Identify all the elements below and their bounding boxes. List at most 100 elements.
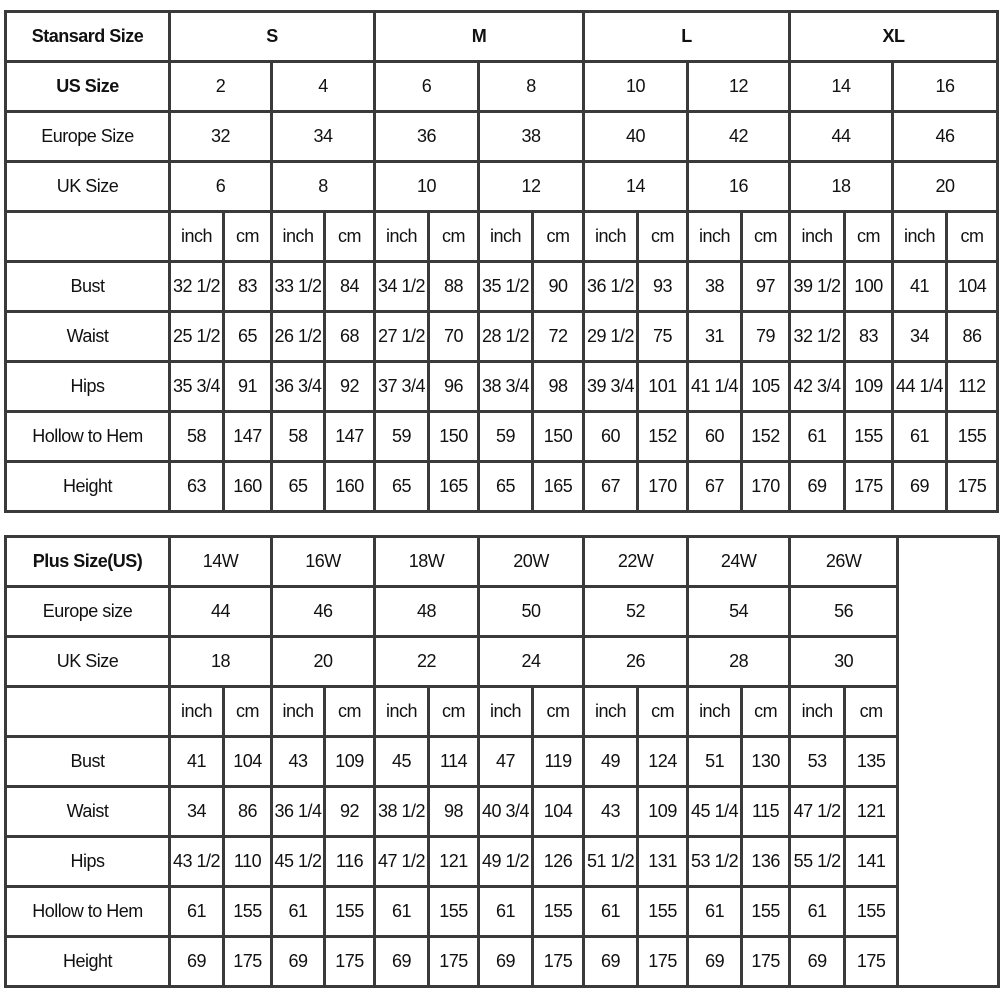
- measurement-cell: 40 3/4: [477, 785, 535, 838]
- measurement-cell: 44 1/4: [891, 360, 949, 413]
- measurement-cell: 51: [686, 735, 744, 788]
- measurement-cell: 32 1/2: [788, 310, 847, 363]
- standard-size-table: Stansard Size S M L XL US Size 2 4 6 8 10 12 14 16 Eur…: [4, 10, 1000, 513]
- measurement-cell: 28 1/2: [477, 310, 535, 363]
- measurement-cell: 175: [531, 935, 586, 988]
- unit-row: inch cm inch cm inch cm inch cm inch cm inch cm inch…: [4, 210, 1000, 263]
- measurement-cell: 61: [270, 885, 327, 938]
- measurement-cell: 41: [168, 735, 225, 788]
- uk-size-cell: 18: [788, 160, 895, 213]
- measurement-cell: 109: [323, 735, 377, 788]
- measurement-row: Height 63 160 65 160 65 165 65 165 67 170 67 170 69 17…: [4, 460, 1000, 513]
- measurement-cell: 170: [740, 460, 792, 513]
- measurement-cell: 155: [531, 885, 586, 938]
- measurement-cell: 147: [322, 410, 377, 463]
- row-label: Europe size: [4, 585, 171, 638]
- measurement-cell: 86: [221, 785, 274, 838]
- header-row: Plus Size(US) 14W 16W 18W 20W 22W 24W 26W: [4, 535, 1000, 988]
- unit-cm: cm: [221, 685, 274, 738]
- uk-size-cell: 24: [477, 635, 586, 688]
- europe-size-cell: 42: [686, 110, 792, 163]
- us-size-cell: 14: [788, 60, 895, 113]
- unit-cm: cm: [636, 685, 690, 738]
- measurement-cell: 75: [636, 310, 690, 363]
- measurement-cell: 68: [322, 310, 377, 363]
- size-group-header: L: [582, 10, 792, 63]
- measurement-cell: 155: [843, 885, 900, 938]
- measurement-cell: 91: [222, 360, 273, 413]
- row-label: Height: [4, 460, 171, 513]
- measurement-cell: 43: [582, 785, 640, 838]
- measurement-cell: 135: [843, 735, 900, 788]
- measurement-cell: 65: [373, 460, 431, 513]
- measurement-cell: 175: [740, 935, 792, 988]
- measurement-cell: 98: [531, 360, 586, 413]
- plus-size-table: Plus Size(US) 14W 16W 18W 20W 22W 24W 26W Europe…: [4, 535, 1000, 988]
- unit-cm: cm: [740, 210, 792, 263]
- measurement-cell: 112: [945, 360, 1000, 413]
- measurement-cell: 65: [270, 460, 326, 513]
- measurement-cell: 53: [788, 735, 847, 788]
- measurement-cell: 121: [843, 785, 900, 838]
- measurement-cell: 65: [477, 460, 535, 513]
- measurement-row: Hips 35 3/4 91 36 3/4 92 37 3/4 96 38 3/4 98 39 3…: [4, 360, 1000, 413]
- measurement-cell: 49: [582, 735, 640, 788]
- measurement-cell: 92: [323, 785, 377, 838]
- measurement-cell: 32 1/2: [168, 260, 225, 313]
- unit-inch: inch: [168, 210, 225, 263]
- measurement-cell: 38 3/4: [477, 360, 535, 413]
- measurement-cell: 155: [945, 410, 1000, 463]
- header-label: Plus Size(US): [4, 535, 171, 588]
- measurement-cell: 104: [945, 260, 1000, 313]
- measurement-cell: 131: [636, 835, 690, 888]
- measurement-cell: 35 3/4: [168, 360, 225, 413]
- measurement-cell: 51 1/2: [582, 835, 640, 888]
- size-group-header: S: [167, 10, 377, 63]
- measurement-cell: 61: [788, 885, 847, 938]
- measurement-cell: 39 1/2: [788, 260, 847, 313]
- unit-inch: inch: [270, 685, 327, 738]
- measurement-cell: 69: [788, 460, 847, 513]
- europe-size-cell: 50: [477, 585, 586, 638]
- uk-size-cell: 12: [477, 160, 586, 213]
- measurement-cell: 43: [270, 735, 327, 788]
- measurement-cell: 83: [222, 260, 273, 313]
- unit-inch: inch: [168, 685, 225, 738]
- unit-row: inch cm inch cm inch cm inch cm inch cm inch cm inch…: [4, 685, 999, 738]
- unit-inch: inch: [686, 685, 744, 738]
- empty-cell: [4, 685, 171, 738]
- measurement-cell: 25 1/2: [168, 310, 225, 363]
- row-label: Hollow to Hem: [4, 410, 171, 463]
- measurement-cell: 69: [891, 460, 949, 513]
- measurement-cell: 35 1/2: [477, 260, 535, 313]
- size-group-header: M: [373, 10, 586, 63]
- uk-size-cell: 10: [373, 160, 481, 213]
- measurement-cell: 114: [427, 735, 481, 788]
- measurement-cell: 59: [477, 410, 535, 463]
- measurement-cell: 61: [891, 410, 949, 463]
- uk-size-cell: 18: [167, 635, 274, 688]
- measurement-cell: 41 1/4: [686, 360, 744, 413]
- measurement-cell: 155: [427, 885, 481, 938]
- empty-cell: [4, 210, 171, 263]
- measurement-cell: 38: [686, 260, 744, 313]
- measurement-cell: 61: [686, 885, 744, 938]
- measurement-cell: 109: [843, 360, 895, 413]
- uk-size-cell: 6: [168, 160, 273, 213]
- measurement-cell: 69: [270, 935, 327, 988]
- measurement-cell: 96: [427, 360, 481, 413]
- us-size-cell: 8: [477, 60, 586, 113]
- measurement-cell: 136: [740, 835, 792, 888]
- measurement-cell: 33 1/2: [270, 260, 326, 313]
- unit-cm: cm: [427, 210, 481, 263]
- uk-size-cell: 14: [582, 160, 690, 213]
- measurement-row: Hollow to Hem 58 147 58 147 59 150 59 150 60 152 60…: [4, 410, 1000, 463]
- uk-size-row: UK Size 6 8 10 12 14 16 18 20: [4, 160, 1000, 213]
- measurement-cell: 39 3/4: [582, 360, 640, 413]
- row-label: Height: [4, 935, 171, 988]
- measurement-cell: 175: [843, 935, 900, 988]
- measurement-cell: 175: [843, 460, 895, 513]
- measurement-cell: 63: [168, 460, 225, 513]
- measurement-cell: 61: [168, 885, 225, 938]
- unit-inch: inch: [477, 210, 535, 263]
